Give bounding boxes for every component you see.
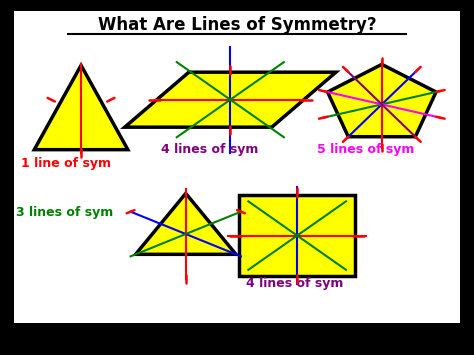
Polygon shape bbox=[125, 72, 336, 127]
Polygon shape bbox=[34, 65, 128, 150]
Text: What Are Lines of Symmetry?: What Are Lines of Symmetry? bbox=[98, 16, 376, 34]
Text: 3 lines of sym: 3 lines of sym bbox=[17, 206, 114, 219]
Text: 4 lines of sym: 4 lines of sym bbox=[246, 278, 343, 290]
Polygon shape bbox=[136, 193, 236, 254]
Polygon shape bbox=[328, 64, 436, 137]
Text: 5 lines of sym: 5 lines of sym bbox=[317, 143, 415, 156]
Bar bbox=[239, 195, 355, 276]
Text: 4 lines of sym: 4 lines of sym bbox=[161, 143, 259, 156]
Text: 1 line of sym: 1 line of sym bbox=[21, 157, 111, 170]
